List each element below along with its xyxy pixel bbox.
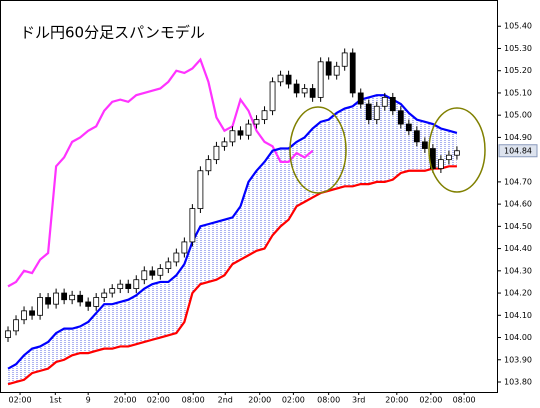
price-box	[498, 144, 538, 158]
y-tick-label: 105.30	[504, 44, 532, 53]
x-tick-label: 02:00	[147, 396, 170, 405]
x-tick-label: 20:00	[248, 396, 271, 405]
candle-body	[237, 130, 244, 136]
candle-body	[101, 292, 108, 298]
highlight-ellipse	[289, 106, 347, 194]
candle-body	[45, 297, 51, 305]
candle-body	[341, 52, 348, 67]
x-tick-label: 1st	[49, 396, 61, 405]
y-tick-label: 104.30	[504, 266, 532, 275]
candle-body	[446, 154, 452, 161]
y-tick-label: 104.60	[504, 200, 532, 209]
candle-body	[125, 283, 132, 290]
candle-body	[109, 288, 116, 294]
y-tick-label: 104.50	[504, 222, 532, 231]
y-tick-label: 105.00	[504, 111, 532, 120]
candle-body	[69, 294, 76, 301]
y-tick-label: 103.90	[504, 355, 532, 364]
cloud-area	[8, 95, 457, 385]
y-tick-label: 105.40	[504, 22, 532, 31]
span-line	[7, 94, 458, 370]
candle-body	[245, 123, 252, 136]
candle-body	[157, 268, 164, 276]
candle-body	[173, 252, 180, 263]
candle-body	[301, 88, 308, 94]
candle-body	[77, 294, 84, 303]
candle-body	[133, 279, 140, 290]
y-tick-label: 104.40	[504, 244, 532, 253]
candle-body	[197, 170, 204, 209]
candle-body	[317, 61, 324, 98]
candle-body	[189, 208, 196, 243]
y-tick-label: 104.90	[504, 133, 532, 142]
candle-body	[381, 96, 388, 107]
x-tick-label: 02:00	[282, 396, 305, 405]
y-tick-label: 104.70	[504, 177, 532, 186]
candle-body	[5, 330, 11, 338]
y-tick-label: 105.10	[504, 88, 532, 97]
y-tick-label: 104.00	[504, 333, 532, 342]
cloud	[8, 95, 457, 385]
candle-body	[309, 88, 316, 98]
candle-body	[293, 83, 300, 94]
candle-body	[349, 52, 356, 94]
candle-body	[253, 119, 260, 125]
candle-body	[437, 159, 444, 169]
x-tick-label: 20:00	[385, 396, 408, 405]
x-tick-label: 02:00	[9, 396, 32, 405]
x-tick-label: 20:00	[114, 396, 137, 405]
candle-body	[285, 74, 292, 85]
x-tick-label: 08:00	[182, 396, 205, 405]
candle-body	[181, 241, 188, 254]
candle-body	[397, 110, 404, 125]
candle-body	[221, 141, 228, 147]
y-tick-label: 105.20	[504, 66, 532, 75]
candle-body	[405, 123, 412, 132]
marks	[5, 48, 460, 386]
candle-body	[357, 92, 364, 105]
candle-body	[213, 145, 220, 161]
candle-body	[61, 292, 68, 301]
span-line	[7, 57, 314, 288]
x-tick-label: 08:00	[317, 396, 340, 405]
x-tick-label: 9	[86, 396, 91, 405]
candle-body	[421, 141, 428, 149]
candle-body	[37, 297, 43, 316]
y-tick-label: 104.20	[504, 289, 532, 298]
candle-body	[205, 159, 212, 172]
candle-body	[165, 261, 172, 269]
candle-body	[429, 148, 436, 169]
candle-body	[53, 292, 60, 305]
candle-body	[93, 297, 100, 307]
candle-body	[261, 110, 268, 121]
x-tick-label: 3rd	[352, 396, 365, 405]
candle-body	[333, 65, 340, 76]
candle-body	[13, 319, 19, 332]
candle-body	[21, 310, 27, 321]
candle-body	[229, 130, 236, 143]
candle-body	[389, 96, 396, 112]
x-tick-label: 02:00	[419, 396, 442, 405]
current-price-label: 104.84	[504, 146, 532, 155]
candle-body	[117, 283, 124, 290]
y-tick-label: 104.10	[504, 311, 532, 320]
candle-body	[149, 270, 156, 276]
candle-body	[141, 270, 148, 281]
candle-body	[29, 310, 35, 316]
candle-body	[365, 103, 372, 121]
candle-body	[373, 105, 380, 121]
highlight-ellipse	[428, 107, 486, 193]
y-tick-label: 103.80	[504, 377, 532, 386]
candle-body	[269, 81, 276, 112]
x-tick-label: 2nd	[218, 396, 233, 405]
candle-body	[454, 150, 460, 156]
candle-body	[325, 61, 332, 76]
x-tick-label: 08:00	[453, 396, 476, 405]
candle-body	[85, 301, 92, 307]
span-line	[7, 165, 457, 386]
candle-body	[413, 130, 420, 143]
candle-body	[277, 74, 284, 83]
chart-title: ドル円60分足スパンモデル	[20, 24, 205, 42]
